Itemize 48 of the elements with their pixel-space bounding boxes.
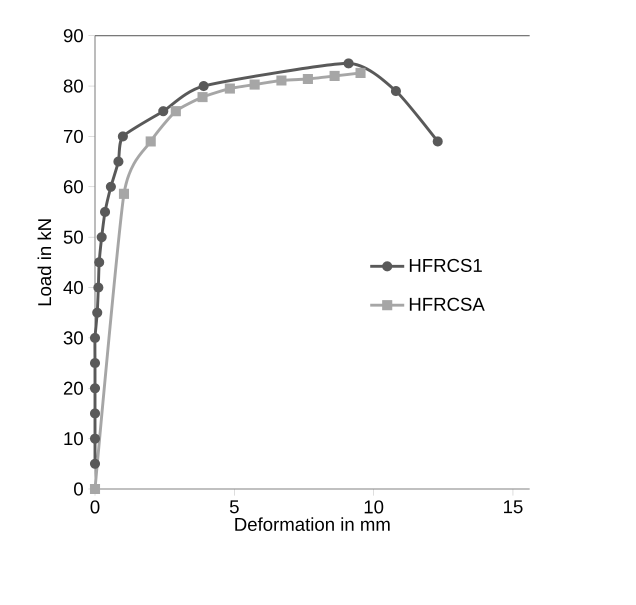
legend-label: HFRCS1 bbox=[410, 258, 482, 272]
y-tick-label: 0 bbox=[74, 482, 83, 496]
x-axis-title: Deformation in mm bbox=[235, 517, 390, 531]
point bbox=[118, 131, 128, 142]
point bbox=[94, 257, 104, 268]
point bbox=[276, 75, 286, 86]
x-tick-label: 15 bbox=[504, 500, 523, 514]
point bbox=[90, 358, 100, 368]
point bbox=[330, 70, 340, 82]
point bbox=[90, 458, 100, 469]
y-tick-label: 20 bbox=[64, 382, 83, 395]
point bbox=[106, 182, 116, 192]
y-tick-label: 80 bbox=[64, 79, 83, 93]
point bbox=[170, 106, 181, 116]
point bbox=[432, 136, 443, 146]
y-tick-label: 30 bbox=[64, 331, 83, 344]
point bbox=[302, 74, 313, 84]
y-tick-label: 10 bbox=[64, 432, 83, 446]
x-tick-label: 5 bbox=[230, 500, 239, 514]
point bbox=[158, 106, 168, 116]
point bbox=[90, 484, 100, 494]
point bbox=[113, 156, 124, 167]
y-axis-title: Load in kN bbox=[38, 219, 52, 306]
point bbox=[250, 79, 260, 90]
point bbox=[90, 434, 100, 444]
y-tick-label: 90 bbox=[64, 29, 83, 42]
point bbox=[146, 136, 156, 146]
y-tick-label: 50 bbox=[64, 230, 83, 244]
y-tick-label: 70 bbox=[64, 130, 83, 144]
point bbox=[93, 282, 104, 293]
x-tick-label: 10 bbox=[364, 500, 384, 514]
point bbox=[96, 232, 107, 242]
point bbox=[90, 332, 100, 343]
point bbox=[92, 308, 102, 318]
point bbox=[198, 92, 208, 102]
point bbox=[224, 84, 235, 94]
x-tick-label: 0 bbox=[90, 500, 100, 514]
point bbox=[390, 86, 401, 96]
point bbox=[344, 58, 354, 68]
point bbox=[355, 68, 366, 78]
point bbox=[90, 408, 100, 418]
point bbox=[90, 383, 100, 394]
legend-label: HFRCSA bbox=[410, 298, 485, 311]
y-tick-label: 60 bbox=[64, 180, 83, 194]
point bbox=[198, 80, 209, 92]
point bbox=[100, 206, 110, 218]
point bbox=[118, 188, 130, 199]
y-tick-label: 40 bbox=[63, 280, 83, 294]
